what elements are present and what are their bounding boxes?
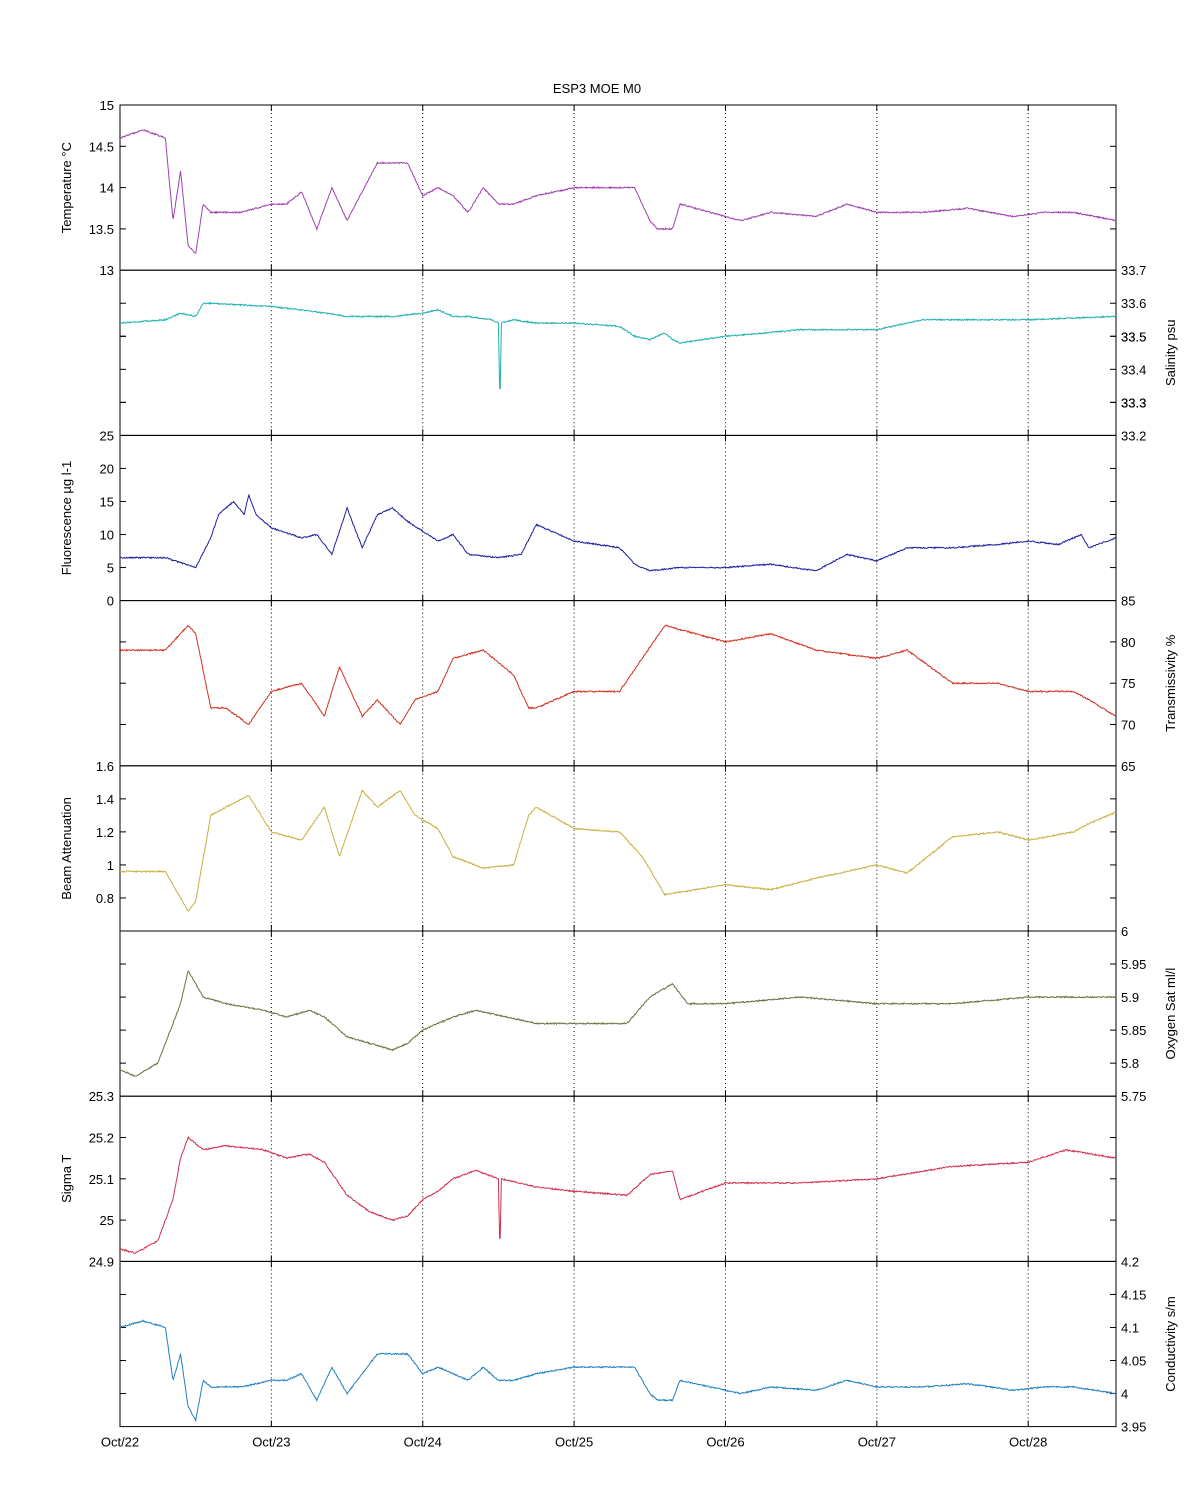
panel-frame-salinity (119, 269, 1117, 436)
chart-title: ESP3 MOE M0 (553, 81, 641, 96)
ylabel-conductivity: Conductivity s/m (1163, 1296, 1178, 1391)
ytick-label-fluorescence-0: 0 (107, 594, 114, 609)
series-line-beam-attenuation (119, 789, 1116, 912)
series-line-fluorescence (119, 493, 1117, 572)
ytick-label-transmissivity-3: 80 (1121, 635, 1135, 650)
ytick-label-beam-attenuation-0: 0.8 (96, 891, 114, 906)
ytick-label-temperature-2: 14 (100, 181, 114, 196)
ytick-label-transmissivity-2: 75 (1121, 676, 1135, 691)
ytick-label-fluorescence-2: 10 (100, 528, 114, 543)
ytick-label-sigma-t-1: 25 (100, 1213, 114, 1228)
ytick-label-salinity-3: 33.4 (1121, 362, 1146, 377)
ytick-label-conductivity-3: 4.1 (1121, 1320, 1139, 1335)
xtick-label-4: Oct/26 (706, 1435, 744, 1450)
ytick-label-oxygen-saturation-0: 5.75 (1121, 1089, 1146, 1104)
panel-frame-conductivity (119, 1260, 1117, 1428)
xtick-label-0: Oct/22 (101, 1435, 139, 1450)
ytick-label-temperature-4: 15 (100, 98, 114, 113)
xtick-label-1: Oct/23 (252, 1435, 290, 1450)
panel-frame-fluorescence (119, 434, 1117, 602)
ytick-label-sigma-t-4: 25.3 (89, 1089, 114, 1104)
ytick-label-oxygen-saturation-1: 5.8 (1121, 1056, 1139, 1071)
ytick-label-beam-attenuation-2: 1.2 (96, 825, 114, 840)
panel-frame-sigma-t (119, 1095, 1117, 1262)
ytick-label-conductivity-4: 4.15 (1121, 1287, 1146, 1302)
series-line-oxygen-saturation (119, 970, 1117, 1077)
ylabel-transmissivity: Transmissivity % (1163, 634, 1178, 731)
ytick-label-sigma-t-0: 24.9 (89, 1254, 114, 1269)
ylabel-sigma-t: Sigma T (59, 1155, 74, 1203)
ytick-label-conductivity-2: 4.05 (1121, 1354, 1146, 1369)
xtick-label-3: Oct/25 (555, 1435, 593, 1450)
ytick-label-conductivity-0: 3.95 (1121, 1420, 1146, 1435)
ytick-label-beam-attenuation-1: 1 (107, 858, 114, 873)
ytick-label-salinity-4: 33.5 (1121, 329, 1146, 344)
series-line-sigma-t (119, 1135, 1117, 1255)
xtick-label-6: Oct/28 (1009, 1435, 1047, 1450)
series-line-salinity (119, 301, 1117, 390)
ytick-label-beam-attenuation-4: 1.6 (96, 759, 114, 774)
ytick-label-fluorescence-3: 15 (100, 494, 114, 509)
ytick-label-fluorescence-4: 20 (100, 461, 114, 476)
ytick-label-transmissivity-4: 85 (1121, 594, 1135, 609)
panel-frame-oxygen-saturation (119, 930, 1117, 1097)
ytick-label-oxygen-saturation-3: 5.9 (1121, 990, 1139, 1005)
ytick-label-sigma-t-2: 25.1 (89, 1172, 114, 1187)
ytick-label-temperature-1: 13.5 (89, 222, 114, 237)
ytick-label-salinity-5: 33.5 (1121, 329, 1146, 344)
ytick-label-conductivity-1: 4 (1121, 1387, 1128, 1402)
panel-frame-beam-attenuation (119, 765, 1117, 932)
ytick-label-temperature-0: 13 (100, 263, 114, 278)
ytick-label-salinity-1: 33.3 (1121, 395, 1146, 410)
ytick-label-salinity-6: 33.6 (1121, 296, 1146, 311)
ytick-label-fluorescence-1: 5 (107, 561, 114, 576)
ytick-label-beam-attenuation-3: 1.4 (96, 792, 114, 807)
xtick-label-5: Oct/27 (858, 1435, 896, 1450)
ytick-label-salinity-0: 33.2 (1121, 428, 1146, 443)
ylabel-beam-attenuation: Beam Attenuation (59, 797, 74, 900)
ylabel-fluorescence: Fluorescence µg l-1 (59, 461, 74, 575)
ytick-label-oxygen-saturation-5: 6 (1121, 924, 1128, 939)
ytick-label-oxygen-saturation-4: 5.95 (1121, 957, 1146, 972)
ytick-label-conductivity-5: 4.2 (1121, 1254, 1139, 1269)
ytick-label-salinity-7: 33.7 (1121, 263, 1146, 278)
ytick-label-fluorescence-5: 25 (100, 428, 114, 443)
ylabel-salinity: Salinity psu (1163, 320, 1178, 386)
ytick-label-sigma-t-3: 25.2 (89, 1131, 114, 1146)
xtick-label-2: Oct/24 (404, 1435, 442, 1450)
ytick-label-oxygen-saturation-2: 5.85 (1121, 1023, 1146, 1038)
ylabel-oxygen-saturation: Oxygen Sat ml/l (1163, 968, 1178, 1060)
ytick-label-temperature-3: 14.5 (89, 139, 114, 154)
ytick-label-transmissivity-0: 65 (1121, 759, 1135, 774)
ytick-label-transmissivity-1: 70 (1121, 718, 1135, 733)
series-line-temperature (119, 129, 1117, 254)
ylabel-temperature: Temperature °C (59, 142, 74, 233)
series-line-conductivity (119, 1319, 1117, 1423)
series-line-transmissivity (119, 624, 1117, 725)
ytick-label-salinity-2: 33.3 (1121, 395, 1146, 410)
